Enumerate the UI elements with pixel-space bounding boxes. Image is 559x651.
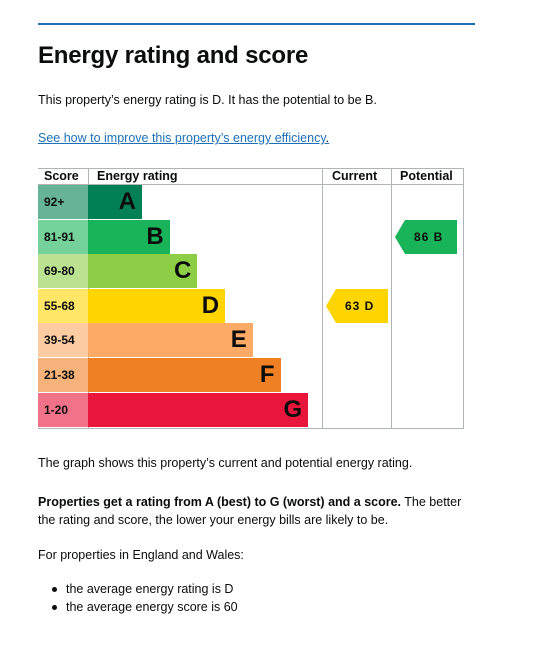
rating-explanation-bold: Properties get a rating from A (best) to… bbox=[38, 495, 402, 509]
band-letter-d: D bbox=[201, 291, 220, 319]
potential-rating-marker: 86 B bbox=[395, 219, 457, 254]
rating-band-c: C bbox=[88, 254, 198, 289]
rating-band-f: F bbox=[88, 358, 281, 392]
header-divider bbox=[38, 184, 464, 185]
header-potential: Potential bbox=[400, 169, 453, 183]
current-rating-marker-label: 63 D bbox=[345, 298, 375, 313]
rating-band-g: G bbox=[88, 392, 309, 427]
rating-band-b: B bbox=[88, 219, 170, 254]
potential-column-divider bbox=[391, 168, 392, 428]
band-letter-a: A bbox=[118, 188, 136, 215]
graph-note: The graph shows this property’s current … bbox=[38, 456, 413, 470]
potential-rating-marker-shape bbox=[395, 219, 457, 254]
header-current: Current bbox=[332, 169, 378, 183]
page-title: Energy rating and score bbox=[38, 42, 309, 69]
potential-rating-marker-arrow bbox=[395, 219, 457, 254]
score-range-c: 69-80 bbox=[38, 254, 88, 289]
band-letter-b: B bbox=[146, 222, 164, 250]
score-range-a: 92+ bbox=[38, 185, 88, 219]
improve-link-period: . bbox=[325, 131, 330, 145]
score-range-g: 1-20 bbox=[38, 392, 88, 427]
bullet-icon bbox=[52, 587, 57, 592]
rating-intro: This property’s energy rating is D. It h… bbox=[38, 93, 377, 107]
improve-link-text[interactable]: See how to improve this property’s energ… bbox=[38, 131, 326, 145]
header-score: Score bbox=[44, 169, 79, 183]
band-letter-f: F bbox=[259, 361, 275, 388]
improve-efficiency-link[interactable]: See how to improve this property’s energ… bbox=[38, 131, 329, 145]
average-score-text: the average energy score is 60 bbox=[66, 600, 238, 614]
score-range-b: 81-91 bbox=[38, 219, 88, 254]
region-intro: For properties in England and Wales: bbox=[38, 548, 244, 562]
rating-band-e: E bbox=[88, 323, 253, 358]
score-range-f: 21-38 bbox=[38, 358, 88, 392]
average-list: the average energy rating is D the avera… bbox=[52, 580, 238, 616]
rating-explanation-rest: The better the rating and score, the low… bbox=[38, 495, 462, 527]
energy-rating-chart: Score Energy rating Current Potential 92… bbox=[38, 168, 464, 429]
band-letter-g: G bbox=[283, 395, 303, 423]
current-rating-marker-shape bbox=[326, 288, 388, 323]
average-rating-text: the average energy rating is D bbox=[66, 582, 234, 596]
band-letter-e: E bbox=[230, 326, 247, 354]
rating-band-a: A bbox=[88, 185, 142, 219]
list-item: the average energy rating is D bbox=[52, 580, 238, 598]
potential-rating-marker-label: 86 B bbox=[414, 229, 444, 244]
list-item: the average energy score is 60 bbox=[52, 598, 238, 616]
header-energy-rating: Energy rating bbox=[97, 169, 178, 183]
rating-band-d: D bbox=[88, 288, 226, 323]
bullet-icon bbox=[52, 605, 57, 610]
current-column-divider bbox=[322, 168, 323, 428]
current-rating-marker-arrow bbox=[326, 288, 388, 323]
band-letter-c: C bbox=[174, 257, 192, 285]
score-range-d: 55-68 bbox=[38, 288, 88, 323]
chart-border bbox=[38, 168, 464, 429]
section-rule bbox=[38, 23, 475, 25]
current-rating-marker: 63 D bbox=[326, 288, 388, 323]
rating-explanation: Properties get a rating from A (best) to… bbox=[38, 493, 478, 529]
score-range-e: 39-54 bbox=[38, 323, 88, 358]
